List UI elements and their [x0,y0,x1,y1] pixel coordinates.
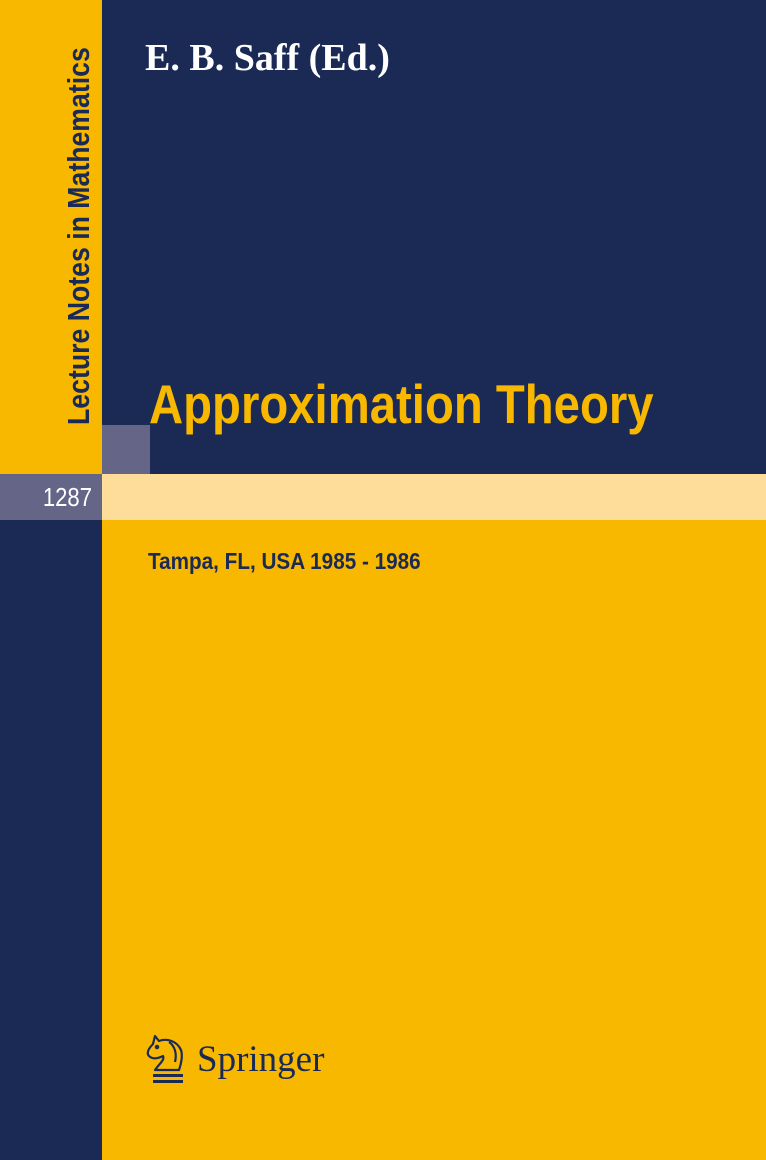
light-band [102,474,766,520]
volume-box [0,474,102,520]
spine-bottom-panel [0,520,102,1160]
accent-square [102,425,150,474]
series-title: Lecture Notes in Mathematics [61,47,96,425]
springer-horse-icon [146,1034,183,1083]
springer-logo: Springer [143,1032,324,1086]
spine-top-panel [0,0,102,474]
author: E. B. Saff (Ed.) [145,37,390,79]
book-title: Approximation Theory [149,373,654,435]
publisher-name: Springer [197,1038,325,1080]
title-panel [102,0,766,474]
volume-number: 1287 [42,482,92,512]
subtitle: Tampa, FL, USA 1985 - 1986 [148,548,421,574]
